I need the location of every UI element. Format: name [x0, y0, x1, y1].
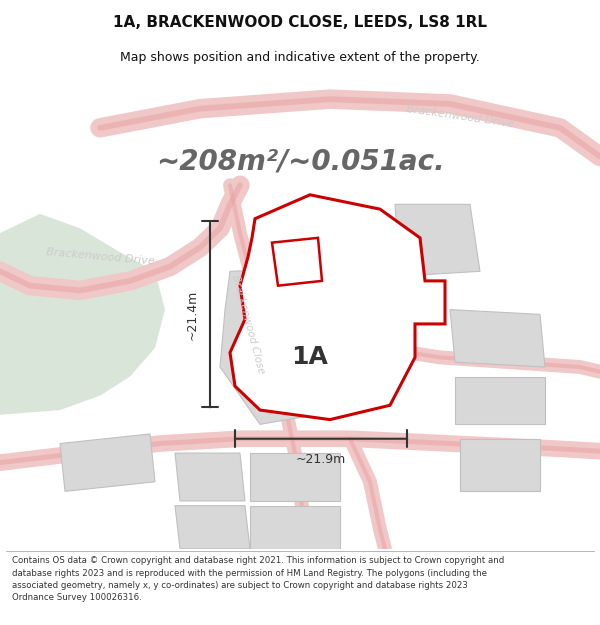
Polygon shape: [175, 506, 250, 549]
Text: 1A: 1A: [292, 346, 328, 369]
Polygon shape: [230, 195, 445, 419]
Text: Brackenwood Drive: Brackenwood Drive: [46, 248, 155, 267]
Polygon shape: [395, 204, 480, 276]
Text: ~21.9m: ~21.9m: [296, 453, 346, 466]
Polygon shape: [460, 439, 540, 491]
Text: ~208m²/~0.051ac.: ~208m²/~0.051ac.: [155, 148, 445, 176]
Polygon shape: [250, 506, 340, 549]
Polygon shape: [175, 453, 245, 501]
Text: Brackenwood Close: Brackenwood Close: [230, 274, 266, 374]
Polygon shape: [250, 453, 340, 501]
Polygon shape: [0, 214, 165, 415]
Text: Map shows position and indicative extent of the property.: Map shows position and indicative extent…: [120, 51, 480, 64]
Polygon shape: [60, 434, 155, 491]
Polygon shape: [272, 238, 322, 286]
Text: 1A, BRACKENWOOD CLOSE, LEEDS, LS8 1RL: 1A, BRACKENWOOD CLOSE, LEEDS, LS8 1RL: [113, 15, 487, 30]
Text: Brackenwood Drive: Brackenwood Drive: [406, 104, 515, 129]
Text: ~21.4m: ~21.4m: [185, 289, 199, 339]
Text: Contains OS data © Crown copyright and database right 2021. This information is : Contains OS data © Crown copyright and d…: [12, 556, 504, 602]
Polygon shape: [455, 376, 545, 424]
Polygon shape: [450, 309, 545, 367]
Polygon shape: [220, 266, 380, 424]
